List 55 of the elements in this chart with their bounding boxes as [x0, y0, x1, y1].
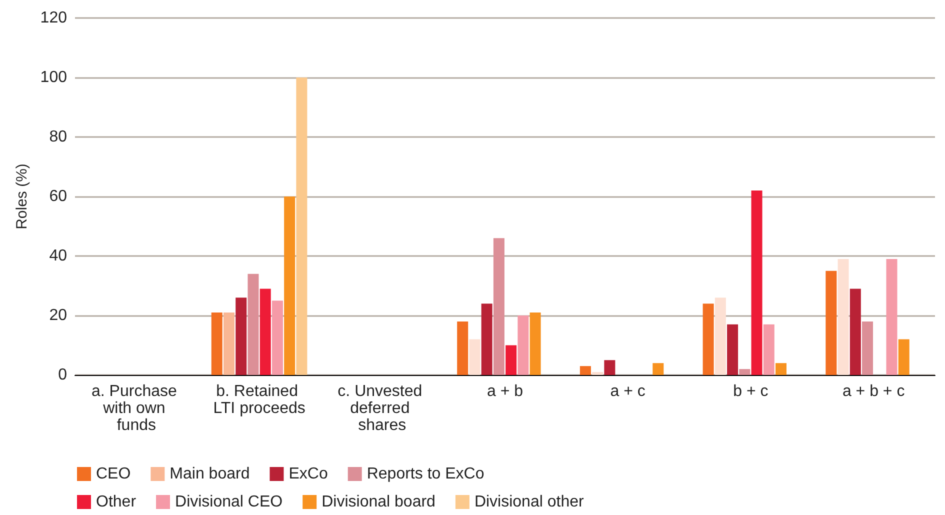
- y-tick-label: 120: [40, 10, 68, 26]
- legend-label: Other: [96, 494, 137, 510]
- bar: [702, 304, 714, 375]
- bar: [776, 363, 787, 375]
- y-tick-label: 20: [49, 307, 68, 324]
- bar: [518, 316, 529, 375]
- bar: [862, 321, 874, 375]
- bar: [530, 312, 541, 375]
- bar: [826, 270, 837, 375]
- legend-label: Reports to ExCo: [366, 466, 484, 482]
- x-tick-label: b + c: [733, 383, 768, 400]
- y-tick-label: 60: [49, 188, 68, 205]
- bar: [506, 345, 517, 375]
- bar: [751, 190, 762, 375]
- legend-label: ExCo: [288, 466, 328, 482]
- y-tick-label: 100: [40, 69, 68, 86]
- bar: [493, 238, 504, 375]
- bar: [272, 300, 283, 375]
- legend-label: Divisional CEO: [175, 494, 283, 510]
- x-tick-label: b. Retained LTI proceeds: [213, 383, 306, 417]
- x-tick-label: a + b: [486, 383, 524, 400]
- bar: [763, 324, 774, 375]
- bar: [838, 258, 849, 375]
- x-tick-label: a + b + c: [842, 383, 905, 400]
- legend-label: CEO: [96, 466, 131, 482]
- x-tick-label: a. Purchase with own funds: [92, 383, 182, 434]
- bar: [284, 196, 296, 375]
- bar: [886, 258, 898, 375]
- legend-label: Divisional other: [474, 494, 584, 510]
- bar: [727, 324, 738, 375]
- y-tick-label: 0: [58, 366, 68, 384]
- bar: [652, 363, 664, 375]
- y-tick-label: 80: [49, 128, 68, 146]
- bar: [481, 304, 492, 375]
- y-axis-title: Roles (%): [13, 164, 30, 230]
- bar: [248, 274, 259, 375]
- bar: [604, 360, 616, 375]
- bar: [592, 372, 604, 375]
- bar: [850, 288, 861, 375]
- bar: [223, 312, 235, 375]
- bar: [714, 298, 726, 375]
- bar: [296, 78, 308, 375]
- bar: [457, 321, 468, 375]
- bar: [469, 339, 480, 375]
- legend-label: Main board: [170, 466, 250, 482]
- legend-label: Divisional board: [322, 494, 436, 510]
- bar: [898, 339, 910, 375]
- bar: [211, 312, 222, 375]
- x-tick-label: c. Unvested deferred shares: [338, 383, 427, 434]
- bar: [236, 298, 247, 375]
- bar: [580, 366, 591, 375]
- y-tick-label: 40: [49, 248, 68, 264]
- bar: [739, 369, 750, 375]
- x-tick-label: a + c: [610, 383, 646, 400]
- bar: [260, 288, 271, 375]
